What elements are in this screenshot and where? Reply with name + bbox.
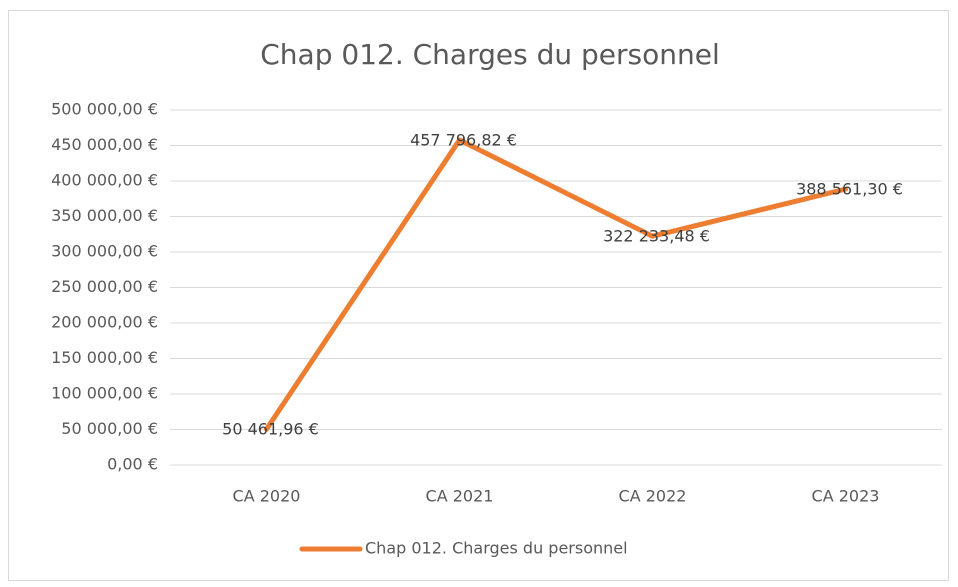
chart-title: Chap 012. Charges du personnel	[260, 38, 719, 71]
y-tick-label: 350 000,00 €	[51, 206, 158, 225]
x-tick-label: CA 2021	[426, 487, 494, 506]
data-label: 388 561,30 €	[796, 180, 903, 199]
y-tick-label: 50 000,00 €	[61, 419, 158, 438]
chart-border	[8, 10, 949, 581]
data-label: 50 461,96 €	[222, 420, 319, 439]
y-tick-label: 200 000,00 €	[51, 313, 158, 332]
x-tick-label: CA 2023	[812, 487, 880, 506]
y-tick-label: 300 000,00 €	[51, 242, 158, 261]
legend-label: Chap 012. Charges du personnel	[365, 539, 628, 558]
y-tick-label: 450 000,00 €	[51, 135, 158, 154]
x-tick-label: CA 2022	[619, 487, 687, 506]
data-label: 457 796,82 €	[410, 130, 517, 149]
y-tick-label: 0,00 €	[107, 455, 158, 474]
y-tick-label: 150 000,00 €	[51, 348, 158, 367]
data-label: 322 233,48 €	[603, 227, 710, 246]
data-line	[264, 137, 848, 432]
y-tick-label: 100 000,00 €	[51, 384, 158, 403]
y-tick-label: 500 000,00 €	[51, 100, 158, 119]
y-tick-label: 250 000,00 €	[51, 277, 158, 296]
y-tick-label: 400 000,00 €	[51, 171, 158, 190]
x-tick-label: CA 2020	[233, 487, 301, 506]
